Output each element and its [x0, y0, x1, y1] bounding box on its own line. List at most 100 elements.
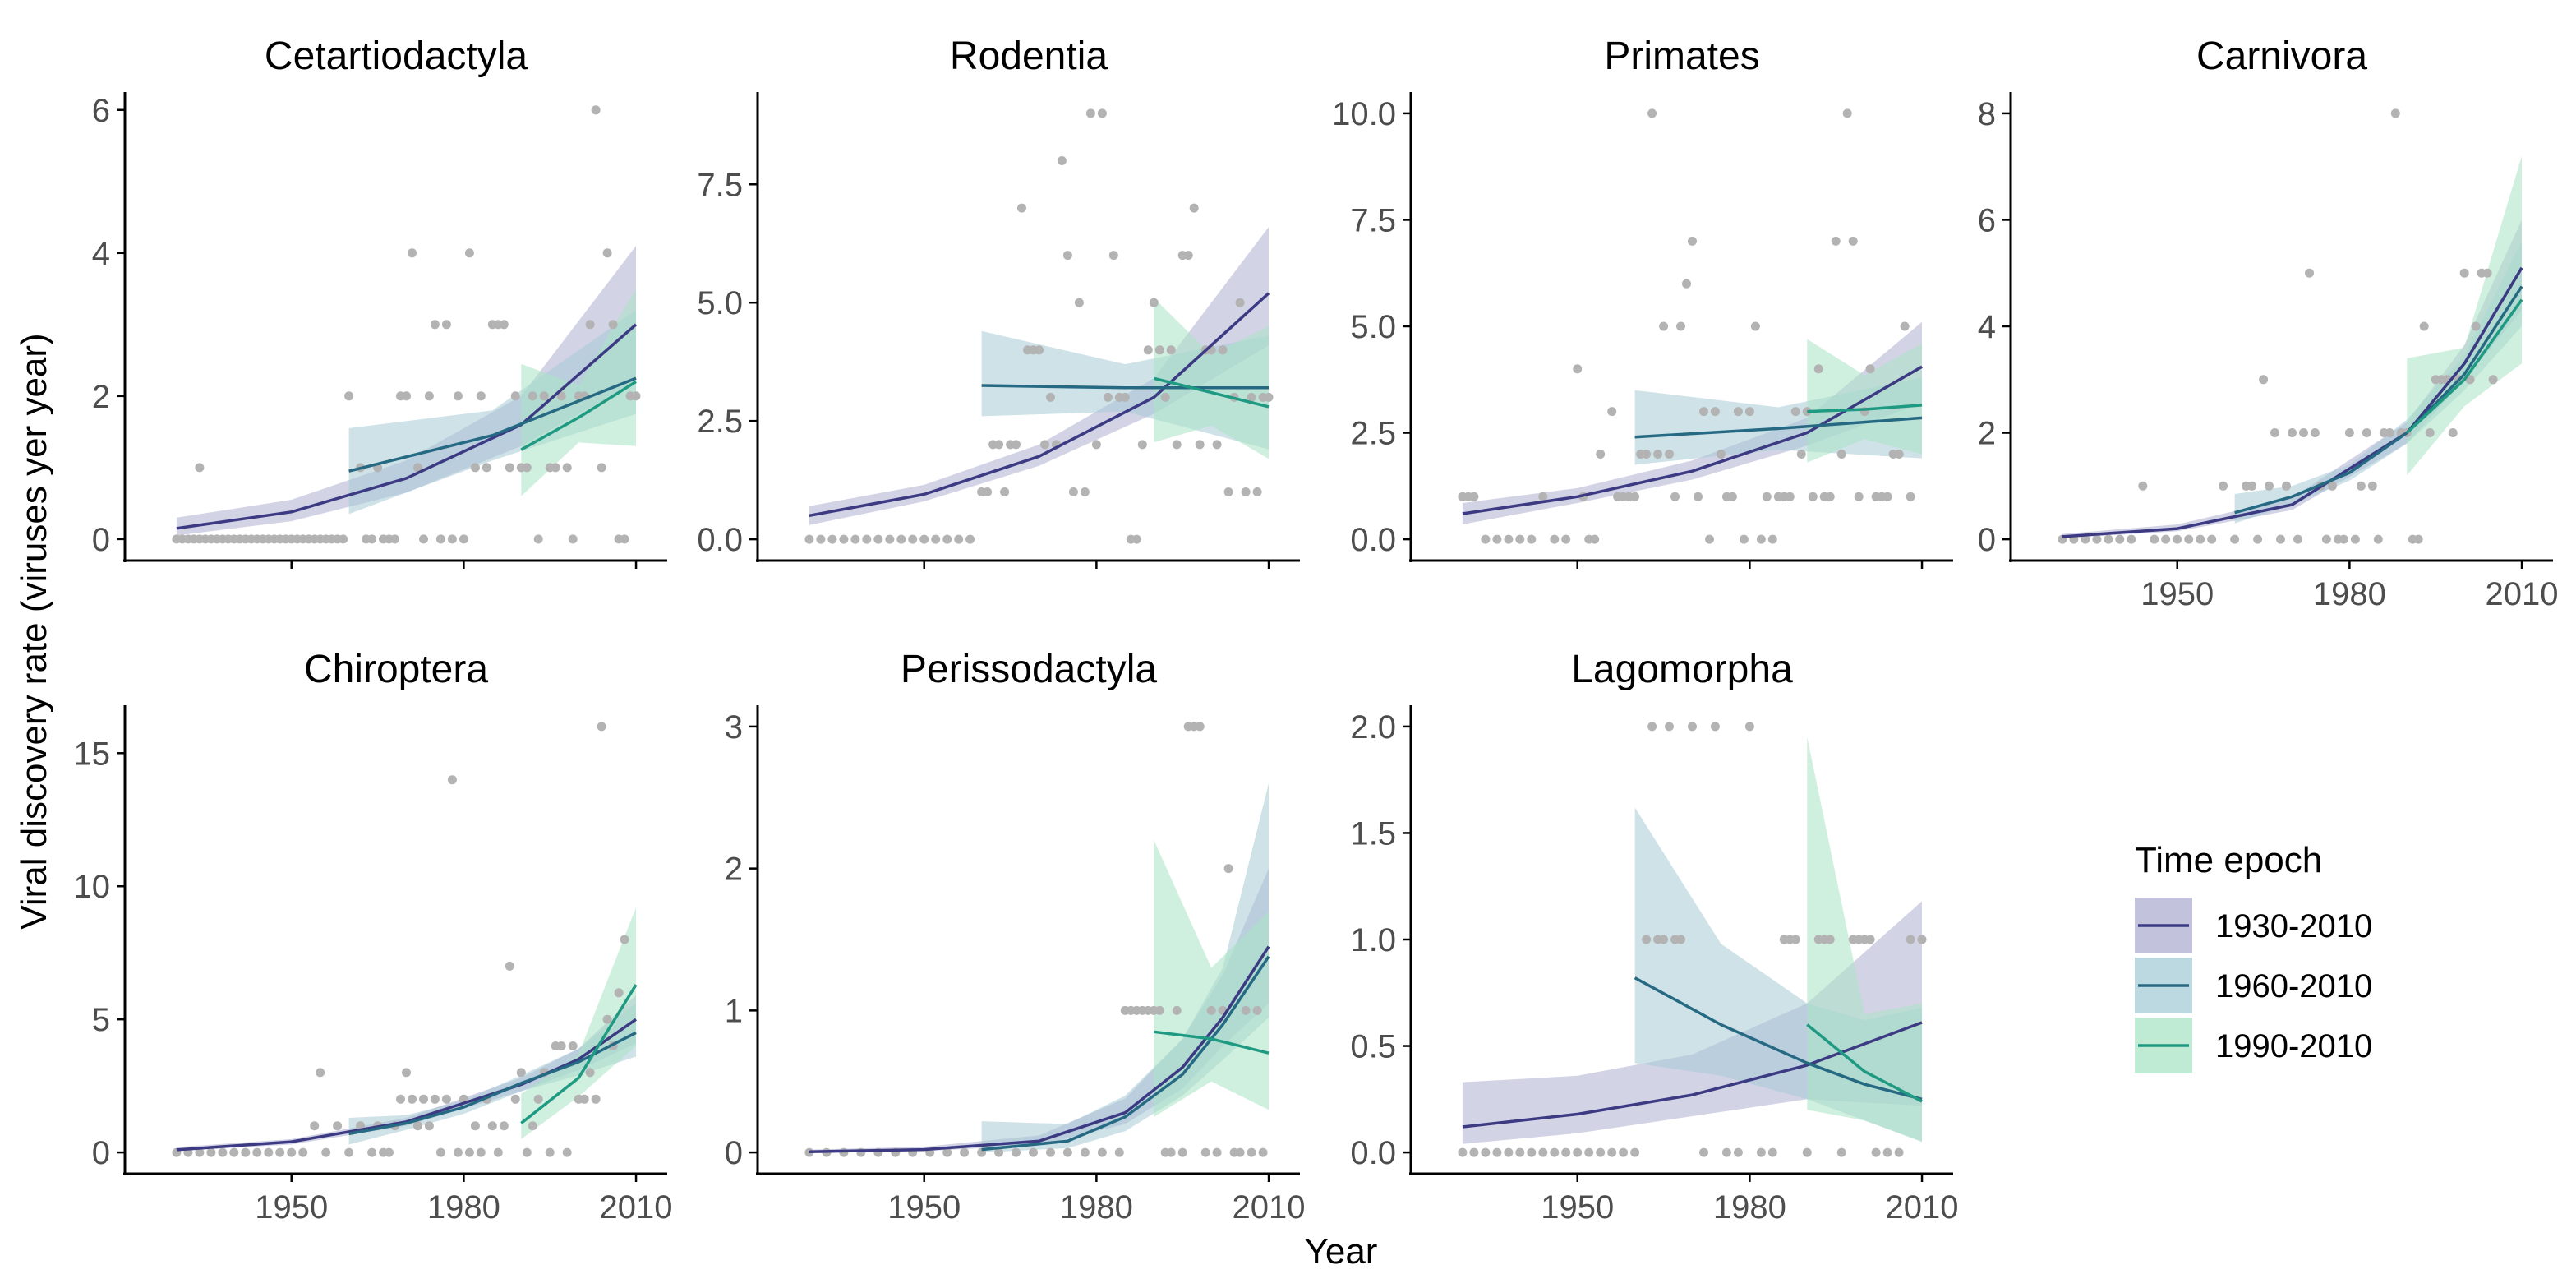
ci-band-chiroptera-1990-2010 — [521, 907, 636, 1139]
y-axis-title: Viral discovery rate (viruses yer year) — [14, 333, 54, 929]
data-point-primates-30 — [1688, 236, 1697, 246]
data-point-primates-7 — [1527, 534, 1537, 544]
data-point-cetartiodactyla-38 — [390, 534, 399, 544]
data-point-lagomorpha-20 — [1665, 722, 1674, 732]
data-point-primates-56 — [1836, 450, 1846, 459]
data-point-lagomorpha-43 — [1871, 1147, 1881, 1157]
data-point-perissodactyla-25 — [1154, 1005, 1164, 1015]
data-point-cetartiodactyla-73 — [591, 105, 601, 115]
data-point-rodentia-26 — [1040, 440, 1049, 450]
data-point-chiroptera-53 — [568, 1041, 578, 1050]
legend-label-1960-2010: 1960-2010 — [2215, 968, 2372, 1004]
data-point-carnivora-19 — [2259, 375, 2269, 385]
panel-cetartiodactyla: Cetartiodactyla 0 2 4 6 — [92, 35, 667, 569]
data-point-lagomorpha-28 — [1744, 722, 1754, 732]
data-point-carnivora-55 — [2465, 375, 2475, 385]
data-point-primates-61 — [1865, 364, 1875, 374]
data-point-primates-38 — [1733, 407, 1743, 417]
data-point-lagomorpha-22 — [1676, 935, 1685, 944]
data-point-rodentia-57 — [1218, 345, 1228, 355]
data-point-rodentia-46 — [1154, 345, 1164, 355]
x-tick-label-carnivora-0: 1950 — [2141, 576, 2214, 612]
y-tick-label-cetartiodactyla-1: 2 — [92, 379, 110, 415]
panel-perissodactyla: Perissodactyla 0 1 2 3 1950 1980 2010 — [725, 648, 1306, 1226]
data-point-chiroptera-25 — [408, 1094, 417, 1104]
data-point-primates-54 — [1825, 492, 1835, 501]
data-point-primates-9 — [1550, 534, 1560, 544]
fit-line-chiroptera-1990-2010 — [520, 984, 638, 1124]
data-point-lagomorpha-14 — [1619, 1147, 1629, 1157]
data-point-chiroptera-12 — [310, 1121, 320, 1131]
fit-line-carnivora-1990-2010 — [2406, 298, 2523, 434]
data-point-cetartiodactyla-63 — [533, 534, 543, 544]
data-point-carnivora-6 — [2127, 534, 2136, 544]
data-point-cetartiodactyla-43 — [419, 534, 428, 544]
data-point-perissodactyla-15 — [1062, 1147, 1072, 1157]
fit-line-carnivora-1930-2010 — [2062, 266, 2523, 538]
data-point-chiroptera-39 — [487, 1121, 497, 1131]
data-point-cetartiodactyla-62 — [528, 391, 537, 401]
x-tick-label-chiroptera-1: 1980 — [427, 1189, 500, 1226]
data-point-primates-44 — [1767, 534, 1777, 544]
data-point-rodentia-19 — [1000, 487, 1010, 496]
data-point-carnivora-26 — [2299, 428, 2308, 437]
panel-lagomorpha: Lagomorpha 0.0 0.5 1.0 1.5 2.0 1950 1980 2010 — [1350, 648, 1958, 1226]
data-point-primates-26 — [1665, 450, 1674, 459]
data-point-cetartiodactyla-34 — [367, 534, 377, 544]
data-point-perissodactyla-11 — [994, 1147, 1004, 1157]
data-point-lagomorpha-42 — [1865, 935, 1875, 944]
data-point-perissodactyla-34 — [1206, 1005, 1216, 1015]
data-point-chiroptera-33 — [453, 1147, 463, 1157]
data-point-carnivora-14 — [2219, 481, 2228, 491]
data-point-carnivora-42 — [2390, 108, 2400, 118]
y-tick-label-perissodactyla-2: 2 — [725, 852, 743, 888]
legend-item-1990-2010: 1990-2010 — [2135, 1018, 2372, 1073]
data-point-chiroptera-14 — [321, 1147, 331, 1157]
data-point-chiroptera-26 — [413, 1121, 422, 1131]
data-point-perissodactyla-43 — [1258, 1147, 1268, 1157]
data-point-rodentia-63 — [1252, 487, 1262, 496]
data-point-perissodactyla-28 — [1172, 1005, 1182, 1015]
data-point-rodentia-13 — [954, 534, 964, 544]
fit-line-lagomorpha-1990-2010 — [1806, 1023, 1923, 1103]
data-point-perissodactyla-33 — [1200, 1147, 1210, 1157]
data-point-chiroptera-43 — [510, 1094, 520, 1104]
data-point-lagomorpha-10 — [1573, 1147, 1583, 1157]
data-point-cetartiodactyla-42 — [413, 463, 422, 473]
data-point-chiroptera-36 — [470, 1121, 480, 1131]
ci-band-carnivora-1990-2010 — [2407, 155, 2522, 476]
data-point-rodentia-51 — [1183, 251, 1193, 261]
data-point-chiroptera-30 — [435, 1147, 445, 1157]
fit-line-rodentia-1930-2010 — [809, 292, 1270, 518]
data-point-carnivora-28 — [2310, 428, 2320, 437]
data-point-carnivora-24 — [2288, 428, 2297, 437]
data-point-chiroptera-9 — [275, 1147, 285, 1157]
data-point-lagomorpha-11 — [1584, 1147, 1594, 1157]
data-point-chiroptera-37 — [476, 1147, 486, 1157]
data-point-carnivora-27 — [2305, 268, 2314, 278]
data-point-lagomorpha-15 — [1630, 1147, 1640, 1157]
data-point-cetartiodactyla-45 — [430, 320, 440, 330]
data-point-lagomorpha-27 — [1733, 1147, 1743, 1157]
data-point-chiroptera-42 — [505, 961, 514, 971]
data-point-rodentia-44 — [1143, 345, 1153, 355]
data-point-cetartiodactyla-75 — [602, 248, 612, 258]
data-point-cetartiodactyla-29 — [339, 534, 348, 544]
data-point-carnivora-56 — [2471, 321, 2481, 331]
data-point-cetartiodactyla-78 — [620, 534, 629, 544]
x-tick-label-chiroptera-2: 2010 — [600, 1189, 673, 1226]
data-point-lagomorpha-3 — [1492, 1147, 1502, 1157]
data-point-carnivora-37 — [2362, 428, 2371, 437]
data-point-rodentia-8 — [896, 534, 906, 544]
data-point-chiroptera-47 — [533, 1094, 543, 1104]
panel-title-rodentia: Rodentia — [950, 35, 1108, 78]
legend-label-1990-2010: 1990-2010 — [2215, 1028, 2372, 1064]
data-point-chiroptera-8 — [264, 1147, 274, 1157]
y-tick-label-carnivora-4: 8 — [1978, 96, 1996, 132]
fit-line-rodentia-1990-2010 — [1153, 376, 1270, 409]
data-point-carnivora-54 — [2459, 268, 2469, 278]
y-tick-label-rodentia-2: 5.0 — [697, 285, 743, 321]
data-point-carnivora-4 — [2104, 534, 2113, 544]
data-point-rodentia-27 — [1046, 392, 1055, 402]
data-point-perissodactyla-37 — [1223, 864, 1233, 874]
